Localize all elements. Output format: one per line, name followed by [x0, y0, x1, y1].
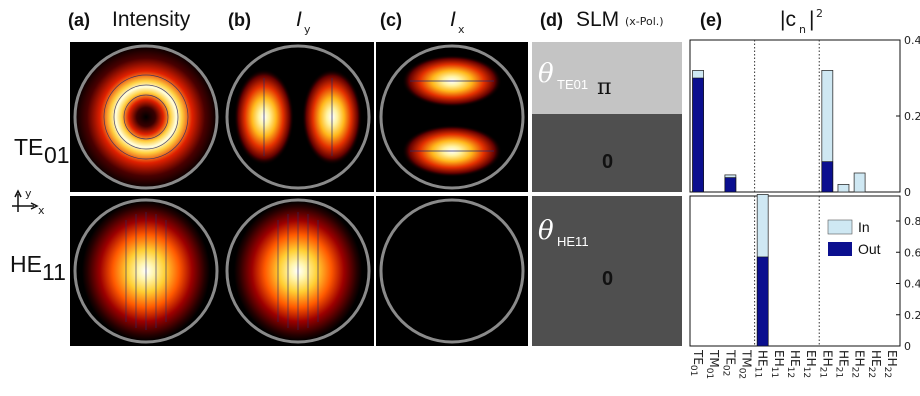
legend-out-label: Out [858, 241, 881, 257]
panel-b-letter: (b) [228, 10, 251, 30]
panel-a-letter: (a) [68, 10, 90, 30]
bar-out-TE01-8 [821, 161, 834, 193]
subplot-frame-HE11 [689, 195, 901, 347]
panel-b-title: I [296, 8, 302, 31]
image-he11-iy [222, 196, 374, 346]
image-te01-iy [222, 42, 374, 192]
mode-label-3: TM02 [737, 349, 754, 379]
panel-c-title: I [450, 8, 456, 31]
mode-label-7: EH12 [801, 350, 818, 378]
panel-d-letter: (d) [540, 10, 563, 30]
slm-he11-theta-sub: HE11 [557, 234, 589, 249]
slm-te01: θ TE01 π 0 [532, 42, 682, 192]
row-label-te01: TE 01 [14, 134, 70, 168]
ytick-label: 0.2 [904, 110, 920, 123]
mode-coefficient-chart: 0 0.2 0.4 0 0.2 0.4 0.6 0.8 In Out TE01TM01TE02TM0… [688, 34, 920, 379]
panel-e-letter: (e) [700, 10, 722, 30]
slm-he11-zero: 0 [602, 268, 613, 290]
slm-te01-theta-sub: TE01 [557, 77, 588, 92]
panel-c-sub: x [458, 23, 465, 36]
slm-te01-zero: 0 [602, 151, 613, 173]
ytick-label: 0.2 [904, 309, 920, 322]
mode-label-4: HE11 [753, 350, 770, 378]
bar-out-TE01-0 [692, 77, 704, 193]
subplot-frame-TE01 [689, 39, 901, 193]
panel-e-sub: n [799, 23, 806, 36]
mode-label-9: HE21 [833, 350, 850, 378]
image-he11-ix [376, 196, 528, 346]
legend-out-swatch [828, 242, 852, 256]
row-label-he11: HE 11 [10, 251, 66, 285]
mode-label-5: EH11 [769, 350, 786, 378]
slm-he11: θ HE11 0 [532, 196, 682, 346]
mode-label-8: EH21 [817, 350, 834, 378]
panel-e-suffix: | [809, 8, 814, 31]
slm-te01-pi: π [597, 75, 611, 100]
image-he11-intensity [70, 196, 222, 346]
row-label-te01-base: TE [14, 134, 43, 160]
panel-d-header: (d) SLM (x-Pol.) [540, 8, 664, 31]
mode-label-11: HE22 [866, 350, 883, 378]
row-label-he11-sub: 11 [42, 259, 66, 285]
bar-out-TE01-2 [724, 177, 737, 193]
mode-label-2: TE02 [720, 349, 737, 376]
panel-a-title: Intensity [112, 8, 191, 31]
image-te01-intensity [70, 42, 222, 192]
legend-in-swatch [827, 219, 853, 235]
axes-icon [12, 189, 39, 212]
legend-in-label: In [858, 219, 870, 235]
mode-label-6: HE12 [785, 350, 802, 378]
row-label-he11-base: HE [10, 251, 42, 277]
panel-b-sub: y [304, 23, 311, 36]
mode-label-1: TM01 [704, 349, 721, 379]
mode-label-10: EH22 [850, 350, 867, 378]
ytick-label: 0.4 [904, 34, 920, 47]
slm-he11-theta: θ [538, 216, 554, 246]
ytick-label: 0.6 [904, 246, 920, 259]
panel-e-header: (e) |c n | 2 [700, 7, 823, 36]
panel-e-sup: 2 [816, 7, 823, 20]
panel-c-letter: (c) [380, 10, 402, 30]
row-label-te01-sub: 01 [44, 142, 70, 168]
image-te01-ix [376, 42, 528, 192]
mode-label-12: EH22 [882, 350, 899, 378]
panel-c-header: (c) I x [380, 8, 465, 36]
ytick-label: 0 [904, 186, 911, 199]
ytick-label: 0.8 [904, 215, 920, 228]
bar-in-TE01-9 [837, 183, 850, 193]
bar-in-TE01-10 [853, 172, 866, 193]
axis-y-label: y [25, 187, 32, 200]
panel-a-header: (a) Intensity [68, 8, 191, 31]
panel-e-title: |c [780, 8, 796, 31]
ytick-label: 0.4 [904, 278, 920, 291]
slm-te01-theta: θ [538, 59, 554, 89]
panel-d-note: (x-Pol.) [625, 15, 664, 28]
bar-out-HE11-4 [756, 256, 769, 347]
axis-x-label: x [38, 204, 45, 217]
ytick-label: 0 [904, 340, 911, 353]
panel-d-title: SLM [576, 8, 619, 31]
panel-b-header: (b) I y [228, 8, 311, 36]
mode-label-0: TE01 [688, 349, 705, 376]
